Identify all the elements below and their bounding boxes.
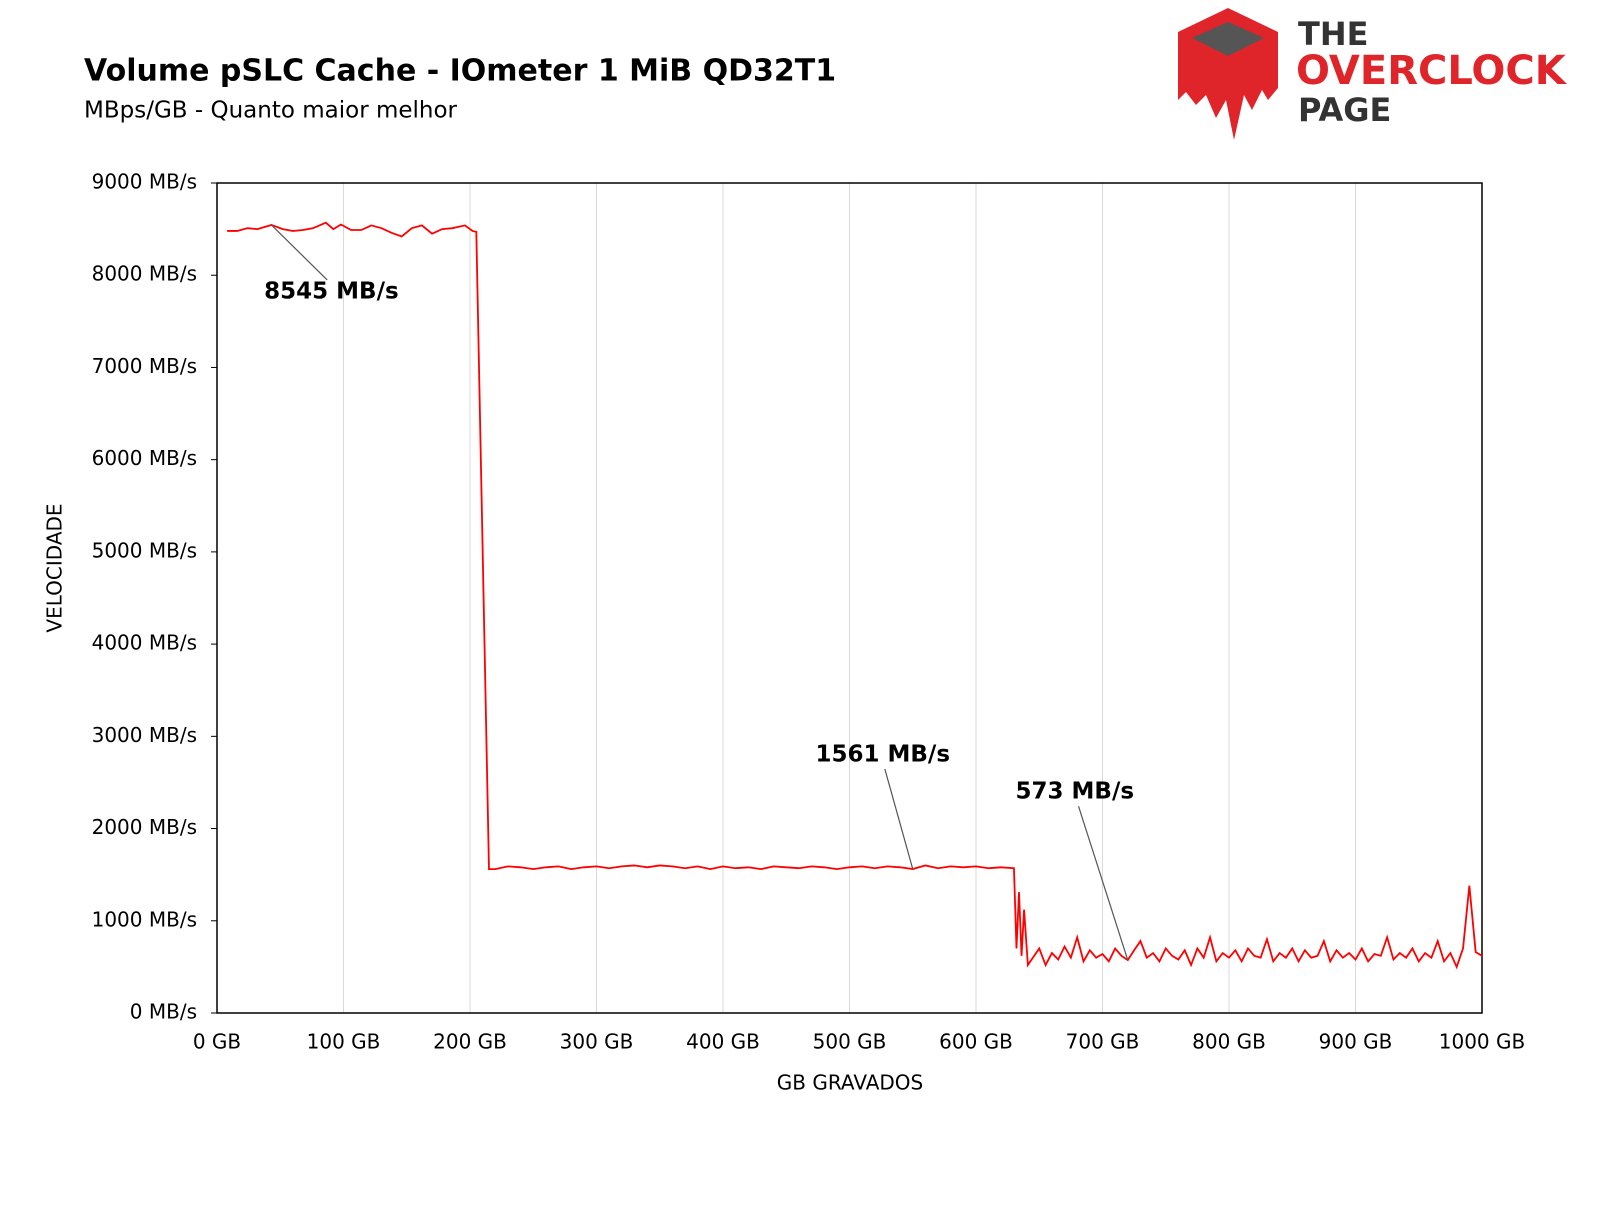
annotation-leader: [884, 768, 914, 870]
y-tick-label: 3000 MB/s: [92, 723, 197, 747]
y-tick-label: 7000 MB/s: [92, 354, 197, 378]
x-tick-label: 600 GB: [939, 1030, 1013, 1054]
x-tick-label: 500 GB: [813, 1030, 887, 1054]
chart-subtitle: MBps/GB - Quanto maior melhor: [84, 98, 458, 124]
annotation-leader: [1077, 805, 1129, 961]
x-tick-label: 100 GB: [307, 1030, 381, 1054]
x-tick-label: 900 GB: [1319, 1030, 1393, 1054]
y-tick-label: 2000 MB/s: [92, 815, 197, 839]
y-tick-label: 9000 MB/s: [92, 170, 197, 194]
y-tick-label: 4000 MB/s: [92, 631, 197, 655]
annotation-leader: [270, 224, 328, 281]
chart-title: Volume pSLC Cache - IOmeter 1 MiB QD32T1: [84, 54, 836, 89]
y-axis-label: VELOCIDADE: [43, 503, 67, 632]
y-tick-label: 5000 MB/s: [92, 538, 197, 562]
annotation-label: 1561 MB/s: [815, 742, 950, 768]
logo-text: THE: [1298, 15, 1368, 53]
x-tick-label: 800 GB: [1192, 1030, 1266, 1054]
plot-border: [216, 182, 1483, 1014]
data-line: [227, 221, 1483, 970]
y-tick-label: 6000 MB/s: [92, 446, 197, 470]
annotation-label: 573 MB/s: [1016, 779, 1135, 805]
logo-text: PAGE: [1298, 91, 1391, 129]
x-tick-label: 400 GB: [686, 1030, 760, 1054]
x-tick-label: 0 GB: [193, 1030, 241, 1054]
logo-text: OVERCLOCK: [1296, 48, 1568, 94]
x-tick-label: 700 GB: [1066, 1030, 1140, 1054]
y-tick-label: 1000 MB/s: [92, 907, 197, 931]
x-tick-label: 200 GB: [433, 1030, 507, 1054]
y-tick-label: 0 MB/s: [130, 1000, 197, 1024]
logo-chip: [1192, 22, 1264, 56]
x-tick-label: 300 GB: [560, 1030, 634, 1054]
annotation-label: 8545 MB/s: [264, 278, 399, 304]
logo: THE OVERCLOCK PAGE: [1178, 8, 1568, 140]
x-axis-label: GB GRAVADOS: [777, 1071, 923, 1095]
y-tick-label: 8000 MB/s: [92, 262, 197, 286]
x-tick-label: 1000 GB: [1439, 1030, 1525, 1054]
